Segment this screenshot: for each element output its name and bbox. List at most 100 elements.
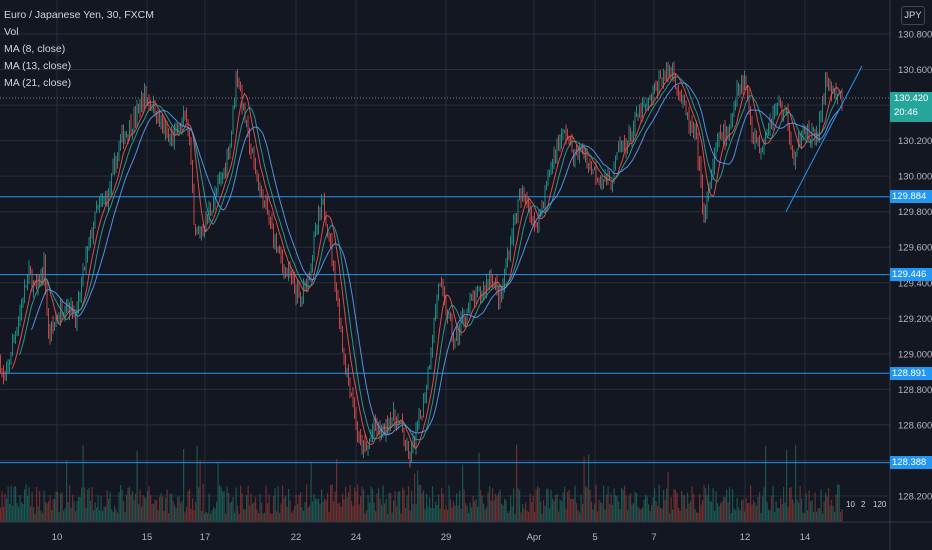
volume-bar	[523, 509, 525, 522]
volume-bar	[427, 506, 429, 522]
volume-bar	[796, 499, 798, 522]
volume-bar	[285, 495, 287, 522]
volume-bar	[802, 512, 804, 522]
volume-bar	[811, 500, 813, 522]
volume-bar	[295, 494, 297, 522]
volume-bar	[34, 513, 36, 522]
legend-ma13[interactable]: MA (13, close)	[4, 60, 72, 72]
volume-bar	[747, 502, 749, 522]
legend-ma8[interactable]: MA (8, close)	[4, 43, 66, 55]
volume-bar	[363, 489, 365, 522]
volume-bar	[580, 495, 582, 522]
legend-vol[interactable]: Vol	[4, 26, 19, 38]
volume-badge[interactable]: 10	[846, 500, 855, 509]
volume-bar	[150, 494, 152, 522]
currency-button[interactable]: JPY	[901, 6, 925, 25]
volume-bar	[318, 498, 320, 522]
volume-bar	[129, 486, 131, 522]
legend-ma21[interactable]: MA (21, close)	[4, 77, 72, 89]
x-tick-label: Apr	[527, 532, 542, 543]
volume-bar	[316, 499, 318, 522]
volume-bar	[562, 492, 564, 522]
volume-bar	[274, 487, 276, 522]
volume-bar	[592, 509, 594, 522]
volume-bar	[415, 504, 417, 522]
y-tick-label: 128.200	[898, 492, 932, 503]
volume-bar	[805, 493, 807, 522]
volume-bar	[549, 508, 551, 522]
volume-bar	[753, 500, 755, 522]
volume-bar	[838, 484, 840, 522]
volume-badge[interactable]: 2	[861, 500, 866, 509]
volume-bar	[624, 485, 626, 522]
volume-bar	[658, 484, 660, 522]
volume-bar	[762, 496, 764, 522]
symbol-title[interactable]: Euro / Japanese Yen, 30, FXCM	[4, 9, 155, 21]
volume-bar	[478, 452, 480, 522]
volume-bar	[799, 485, 801, 522]
volume-bar	[771, 495, 773, 522]
volume-bar	[697, 512, 699, 522]
volume-bar	[534, 512, 536, 522]
volume-bar	[165, 497, 167, 522]
volume-bar	[741, 500, 743, 522]
volume-bar	[621, 488, 623, 522]
volume-bar	[616, 496, 618, 522]
volume-bar	[279, 512, 281, 522]
volume-bar	[319, 504, 321, 522]
volume-bar	[240, 485, 242, 522]
x-tick-label: 29	[441, 532, 452, 543]
volume-bar	[13, 486, 15, 522]
volume-bar	[45, 502, 47, 522]
volume-bar	[546, 488, 548, 522]
horizontal-levels[interactable]	[0, 196, 890, 464]
volume-bar	[639, 508, 641, 522]
volume-bar	[268, 494, 270, 522]
volume-bar	[376, 493, 378, 522]
volume-bar	[550, 489, 552, 522]
y-tick-label: 128.600	[898, 420, 932, 431]
volume-bar	[756, 506, 758, 522]
volume-bar	[528, 511, 530, 522]
volume-bar	[490, 500, 492, 522]
volume-bar	[619, 509, 621, 522]
time-axis[interactable]: 10 15 17 22 24 29 Apr 5 7 12 14	[0, 521, 932, 543]
volume-bar	[673, 489, 675, 522]
volume-bar	[676, 493, 678, 522]
volume-bar	[444, 509, 446, 522]
volume-bar	[666, 488, 668, 522]
volume-bar	[289, 500, 291, 522]
volume-bar	[109, 492, 111, 522]
volume-bar	[742, 499, 744, 522]
volume-bar	[397, 491, 399, 522]
volume-bar	[649, 511, 651, 522]
volume-badge[interactable]: 120	[873, 500, 887, 509]
volume-bar	[324, 498, 326, 522]
volume-bar	[255, 497, 257, 522]
x-tick-label: 24	[351, 532, 362, 543]
trendline[interactable]	[785, 65, 863, 212]
volume-bar	[117, 512, 119, 522]
volume-bar	[378, 488, 380, 522]
volume-bar	[745, 497, 747, 522]
volume-bar	[714, 510, 716, 522]
volume-bar	[609, 504, 611, 522]
volume-bar	[178, 495, 180, 522]
volume-bar	[189, 489, 191, 522]
y-tick-label: 129.000	[898, 349, 932, 360]
volume-bar	[301, 507, 303, 522]
volume-bar	[58, 511, 60, 522]
volume-bar	[217, 463, 219, 522]
volume-bar	[223, 491, 225, 522]
chart-grid	[0, 0, 890, 522]
volume-bar	[514, 513, 516, 522]
volume-bar	[96, 507, 98, 522]
volume-bar	[196, 446, 198, 522]
volume-bar	[466, 505, 468, 522]
volume-bar	[474, 500, 476, 522]
volume-bar	[31, 491, 33, 522]
volume-bar	[124, 512, 126, 522]
ma8-line	[11, 72, 842, 450]
volume-bar	[166, 489, 168, 522]
volume-bar	[409, 510, 411, 522]
